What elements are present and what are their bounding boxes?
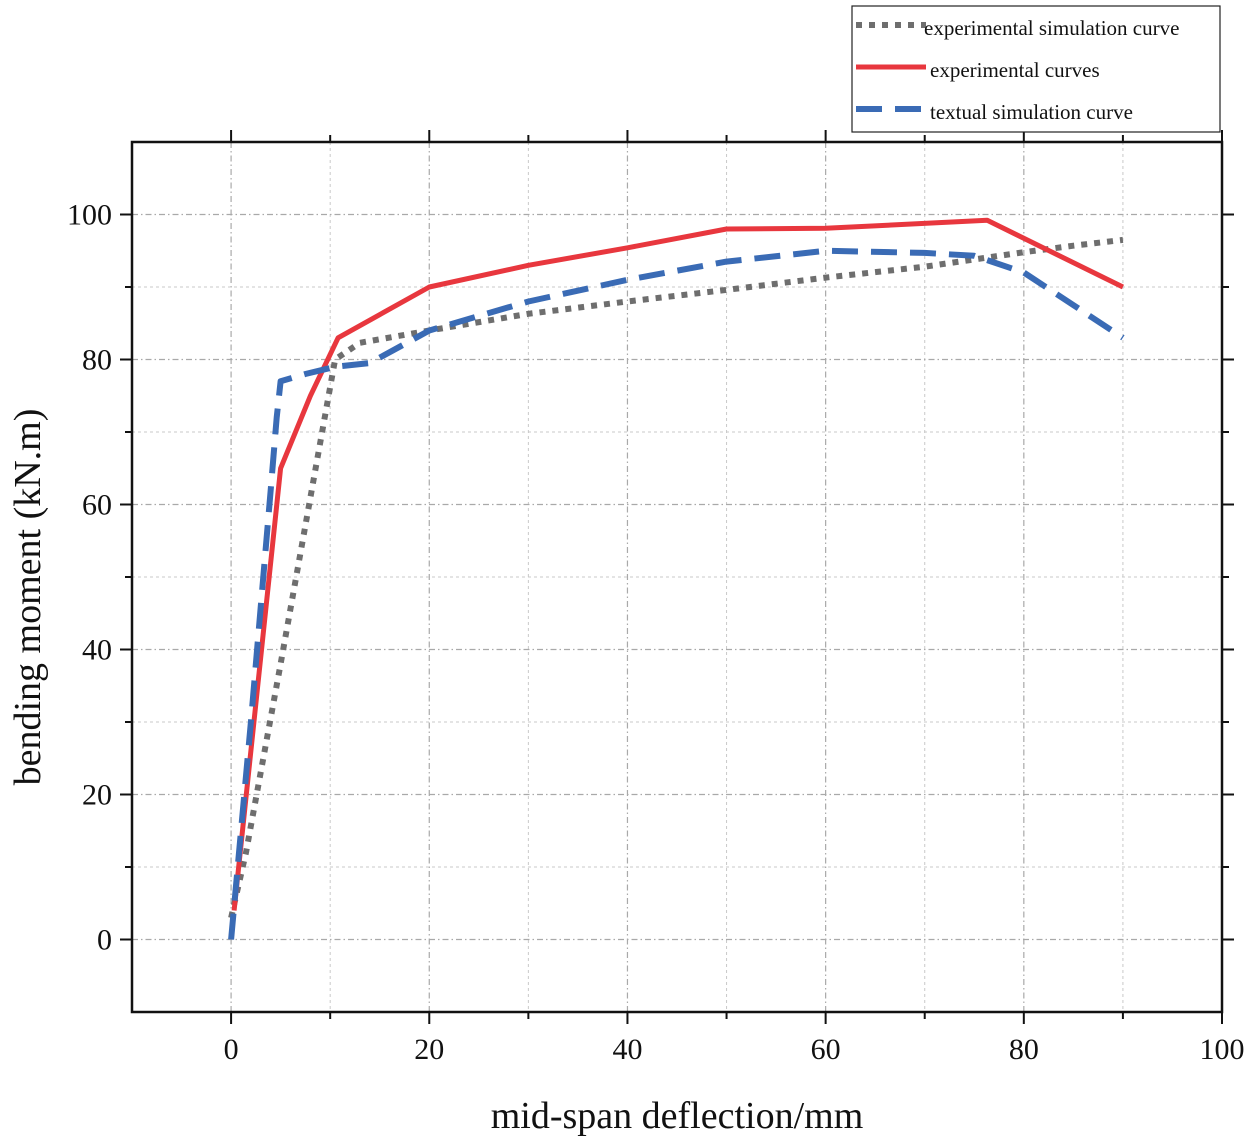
axis-ticks: 0 20 40 60 80 100 0 20 40 60 80 100 — [67, 130, 1245, 1066]
legend: experimental simulation curve experimenta… — [851, 5, 1221, 133]
x-tick-label: 40 — [612, 1033, 642, 1066]
x-tick-label: 0 — [224, 1033, 239, 1066]
y-tick-label: 80 — [82, 344, 112, 377]
x-tick-label: 20 — [414, 1033, 444, 1066]
y-axis-title: bending moment (kN.m) — [7, 409, 49, 786]
y-tick-label: 100 — [67, 199, 112, 232]
x-axis-title: mid-span deflection/mm — [491, 1095, 864, 1137]
series-line-3 — [228, 247, 1125, 940]
series-line-2 — [231, 217, 1125, 911]
x-tick-label: 80 — [1009, 1033, 1039, 1066]
y-tick-label: 0 — [97, 924, 112, 957]
y-tick-label: 20 — [82, 779, 112, 812]
x-tick-label: 60 — [811, 1033, 841, 1066]
legend-label-3: textual simulation curve — [930, 100, 1133, 124]
legend-label-2: experimental curves — [930, 58, 1100, 82]
grid — [132, 142, 1223, 1012]
legend-label-1: experimental simulation curve — [924, 16, 1179, 40]
y-tick-label: 60 — [82, 489, 112, 522]
x-tick-label: 100 — [1200, 1033, 1245, 1066]
y-tick-label: 40 — [82, 634, 112, 667]
series-group — [228, 217, 1125, 940]
